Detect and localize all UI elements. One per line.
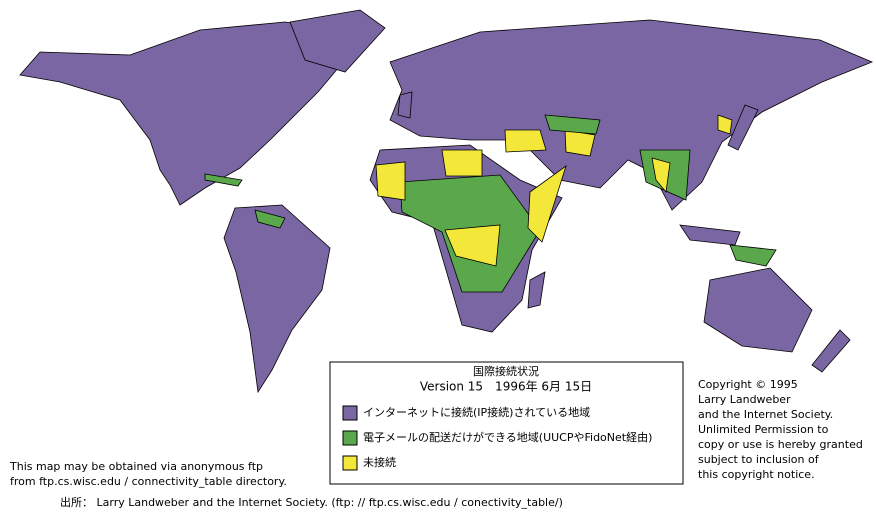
note-line: from ftp.cs.wisc.edu / connectivity_tabl… [10,475,287,488]
world [19,9,874,394]
copyright-line: Copyright © 1995 [698,378,798,391]
legend-label: 電子メールの配送だけができる地域(UUCPやFidoNet経由) [363,430,652,444]
note-line: This map may be obtained via anonymous f… [9,460,263,473]
west-africa [375,161,406,201]
source: 出所： Larry Landweber and the Internet Soc… [60,495,563,509]
legend-swatch [342,430,358,446]
copyright-line: this copyright notice. [698,468,815,481]
legend-label: インターネットに接続(IP接続)されている地域 [363,405,590,419]
korea [717,114,733,135]
central-africa [444,224,501,267]
greenland [289,9,386,73]
indonesia [679,224,741,246]
copyright-line: Unlimited Permission to [698,423,829,436]
myanmar [651,157,671,193]
middle-east [504,129,547,153]
south-america [223,204,331,394]
eurasia [389,19,874,211]
legend-title: 国際接続状況 [473,364,539,378]
uk [397,91,413,119]
libya [441,149,483,177]
legend-swatch [342,405,358,421]
central-asia [544,114,601,135]
cuba [204,173,243,187]
madagascar [527,271,546,309]
copyright-line: subject to inclusion of [698,453,820,466]
copyright-line: copy or use is hereby granted [698,438,863,451]
copyright-line: Larry Landweber [698,393,791,406]
guyana [254,209,286,229]
copyright-line: and the Internet Society. [698,408,833,421]
legend-swatch [342,455,358,471]
north-america [19,21,346,206]
australia [703,267,813,353]
legend-items: インターネットに接続(IP接続)されている地域電子メールの配送だけができる地域(… [342,405,652,471]
legend-label: 未接続 [363,455,396,469]
legend-subtitle: Version 15 1996年 6月 15日 [420,380,592,394]
somalia [527,164,567,243]
papua-new-guinea [729,244,777,267]
legend-box [329,361,684,485]
note: This map may be obtained via anonymous f… [9,460,287,488]
japan [727,104,759,151]
copyright: Copyright © 1995 Larry Landweber and the I… [698,378,863,481]
new-zealand [811,329,851,373]
